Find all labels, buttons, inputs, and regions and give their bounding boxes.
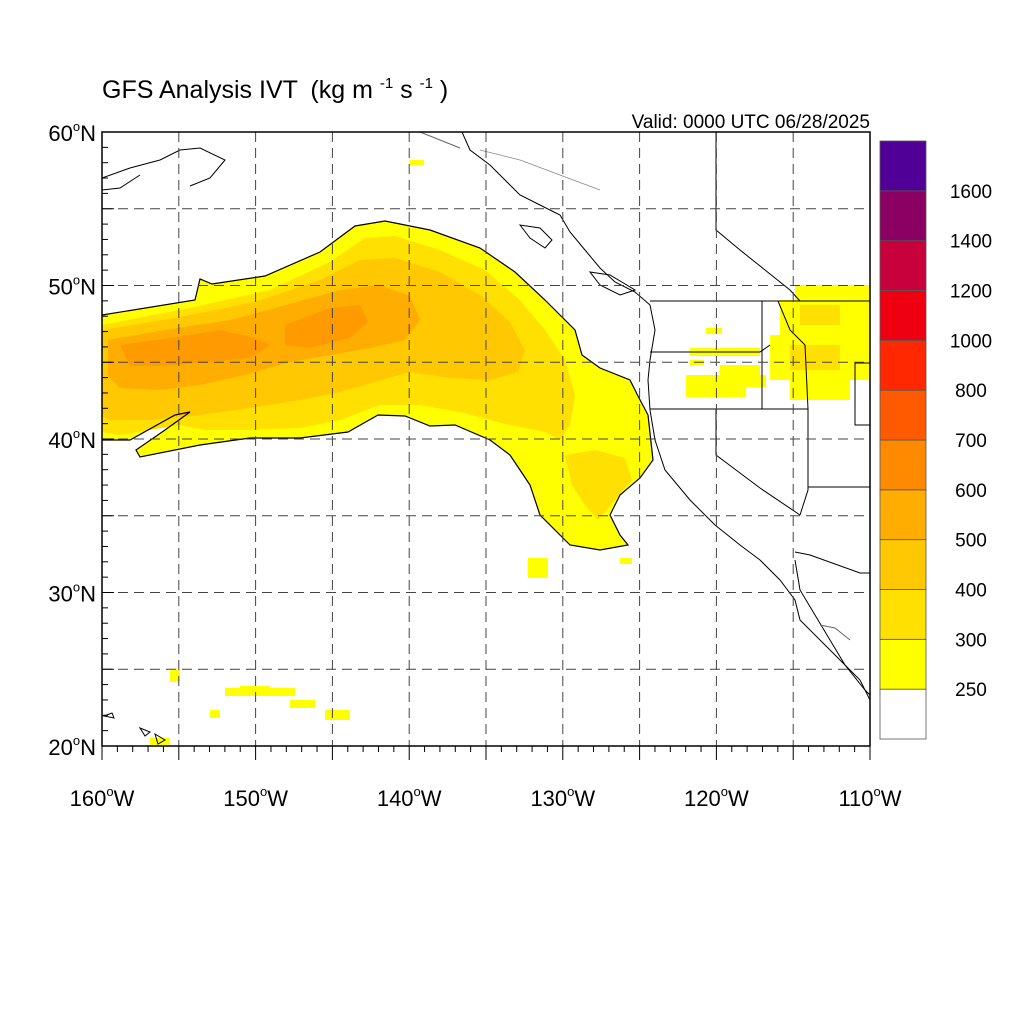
colorbar-swatch [879, 140, 927, 192]
hawaii-islands [102, 712, 166, 745]
ivt-outline [102, 220, 654, 551]
colorbar-swatch [879, 240, 927, 291]
lon-label: 140oW [377, 784, 442, 811]
mexico-border [794, 551, 870, 574]
colorbar-label: 800 [955, 381, 987, 402]
latitude-labels: 20oN 30oN 40oN 50oN 60oN [48, 119, 96, 760]
colorbar-label: 250 [955, 680, 987, 701]
colorbar-swatch [879, 539, 927, 590]
longitude-labels: 160oW 150oW 140oW 130oW 120oW 110oW [70, 784, 902, 811]
gulf-california-line [819, 624, 851, 641]
bc-islands [518, 224, 637, 296]
id-mt-border [777, 300, 809, 410]
ivt-band-600-b [285, 305, 368, 348]
lon-label: 150oW [223, 784, 288, 811]
colorbar-swatch [879, 589, 927, 640]
lon-label: 130oW [530, 784, 595, 811]
colorbar-swatch [879, 290, 927, 341]
lon-label: 160oW [70, 784, 135, 811]
colorbar-swatch [879, 339, 927, 391]
alaska-coast-2 [102, 174, 141, 191]
ivt-band-600 [120, 330, 270, 366]
alaska-coast [102, 147, 226, 187]
wa-or-border [650, 344, 771, 353]
map-area [102, 132, 870, 746]
ca-nv-border [715, 409, 801, 516]
lat-label: 60oN [48, 119, 96, 146]
ivt-band-300-south [565, 450, 632, 520]
valid-time-label: Valid: 0000 UTC 06/28/2025 [632, 112, 870, 133]
gridlines [102, 132, 870, 746]
lat-label: 50oN [48, 273, 96, 300]
baja [794, 559, 870, 696]
colorbar: 250 300 400 500 600 700 800 1000 1200 1400 1600 [879, 140, 992, 740]
colorbar-label: 700 [955, 431, 987, 452]
lat-label: 40oN [48, 426, 96, 453]
lat-label: 20oN [48, 733, 96, 760]
us-west-coast [647, 304, 870, 701]
nv-az-border [799, 409, 809, 516]
colorbar-label: 1000 [950, 331, 992, 352]
ut-border [854, 362, 870, 426]
colorbar-label: 300 [955, 630, 987, 651]
colorbar-swatch [879, 688, 927, 740]
figure-title: GFS Analysis IVT (kg m -1 s -1 ) [102, 66, 448, 104]
lon-label: 110oW [838, 784, 901, 811]
colorbar-label: 1600 [950, 182, 992, 203]
colorbar-label: 500 [955, 531, 987, 552]
colorbar-swatch [879, 489, 927, 541]
colorbar-swatch [879, 439, 927, 491]
ivt-inland-orange [790, 305, 840, 370]
colorbar-swatch [879, 190, 927, 242]
colorbar-swatch [879, 389, 927, 441]
colorbar-label: 400 [955, 581, 987, 602]
lon-label: 120oW [684, 784, 749, 811]
alaska-interior-line [419, 132, 461, 149]
canada-interior [479, 149, 601, 191]
se-alaska-coast [461, 132, 651, 306]
colorbar-label: 1200 [950, 282, 992, 303]
colorbar-swatch [879, 638, 927, 690]
lat-label: 30oN [48, 580, 96, 607]
colorbar-label: 600 [955, 481, 987, 502]
ivt-shading [102, 160, 870, 746]
axis-ticks [101, 131, 871, 760]
coastlines-and-borders [102, 132, 870, 745]
colorbar-label: 1400 [950, 232, 992, 253]
